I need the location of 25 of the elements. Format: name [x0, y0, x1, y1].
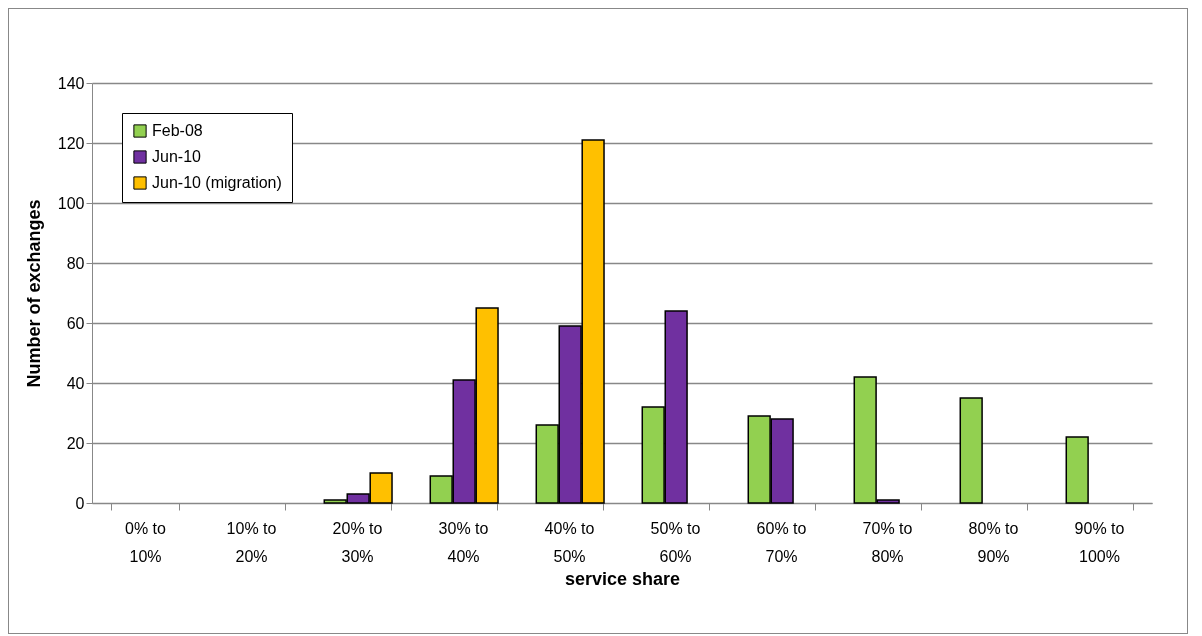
y-axis-title: Number of exchanges: [23, 199, 44, 388]
x-tick-label: 50% to 60%: [650, 519, 701, 565]
y-tick-label: 140: [57, 74, 85, 92]
x-tick-label: 20% to 30%: [332, 519, 383, 565]
y-tick-label: 100: [57, 194, 85, 212]
x-tick-label: 10% to 20%: [226, 519, 277, 565]
y-tick-label: 80: [66, 254, 85, 272]
legend-label: Jun-10 (migration): [152, 174, 282, 191]
x-tick-label: 60% to 70%: [756, 519, 807, 565]
x-tick-label: 30% to 40%: [438, 519, 489, 565]
legend-label: Jun-10: [152, 148, 202, 165]
y-tick-label: 120: [57, 134, 85, 152]
x-tick-label: 0% to 10%: [125, 519, 167, 565]
x-tick-label: 70% to 80%: [862, 519, 913, 565]
y-tick-label: 0: [75, 494, 85, 512]
x-tick-label: 40% to 50%: [544, 519, 595, 565]
x-tick-label: 80% to 90%: [968, 519, 1019, 565]
y-tick-label: 20: [66, 434, 85, 452]
legend-label: Feb-08: [152, 122, 203, 139]
bar: [1065, 436, 1089, 504]
y-tick-label: 40: [66, 374, 85, 392]
x-tick-label: 90% to 100%: [1074, 519, 1125, 565]
x-axis-title: service share: [564, 568, 681, 589]
bar: [959, 397, 983, 504]
y-tick-label: 60: [66, 314, 85, 332]
